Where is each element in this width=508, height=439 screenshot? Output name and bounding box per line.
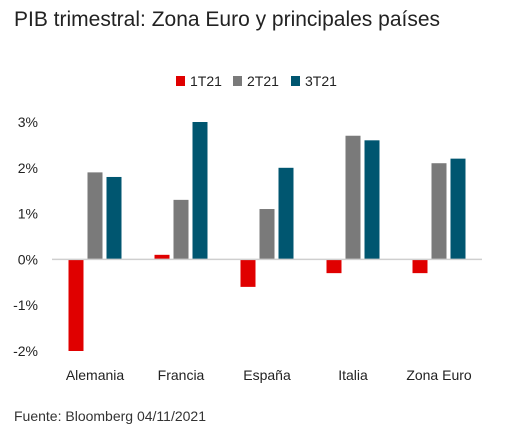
y-tick-label: 0% <box>18 251 38 267</box>
bar-3t21-italia <box>364 140 380 260</box>
y-tick-label: 3% <box>18 114 38 130</box>
bar-1t21-alemania <box>68 259 84 351</box>
legend-swatch-1t21 <box>176 76 185 86</box>
x-tick-label: Alemania <box>66 367 125 383</box>
bar-1t21-italia <box>326 259 342 274</box>
y-tick-label: -2% <box>13 343 38 359</box>
bar-1t21-zona-euro <box>412 259 428 274</box>
bar-2t21-españa <box>259 209 275 260</box>
chart-title: PIB trimestral: Zona Euro y principales … <box>14 8 441 31</box>
legend-swatch-3t21 <box>291 76 300 86</box>
legend-label-2t21: 2T21 <box>247 73 279 89</box>
bar-2t21-zona-euro <box>431 163 447 260</box>
x-tick-label: Italia <box>338 367 368 383</box>
bar-3t21-zona-euro <box>450 158 466 260</box>
bar-3t21-francia <box>192 122 208 260</box>
x-tick-label: Francia <box>158 367 205 383</box>
x-tick-label: España <box>243 367 291 383</box>
y-tick-label: -1% <box>13 297 38 313</box>
bar-1t21-francia <box>154 254 170 260</box>
y-tick-label: 2% <box>18 160 38 176</box>
legend-swatch-2t21 <box>233 76 242 86</box>
legend-label-1t21: 1T21 <box>190 73 222 89</box>
legend-label-3t21: 3T21 <box>305 73 337 89</box>
y-tick-label: 1% <box>18 206 38 222</box>
source-note: Fuente: Bloomberg 04/11/2021 <box>14 408 206 424</box>
bar-2t21-alemania <box>87 172 103 260</box>
bar-1t21-españa <box>240 259 256 287</box>
bar-2t21-italia <box>345 135 361 260</box>
x-tick-label: Zona Euro <box>406 367 472 383</box>
bar-3t21-alemania <box>106 176 122 260</box>
bar-2t21-francia <box>173 199 189 260</box>
bar-3t21-españa <box>278 167 294 260</box>
